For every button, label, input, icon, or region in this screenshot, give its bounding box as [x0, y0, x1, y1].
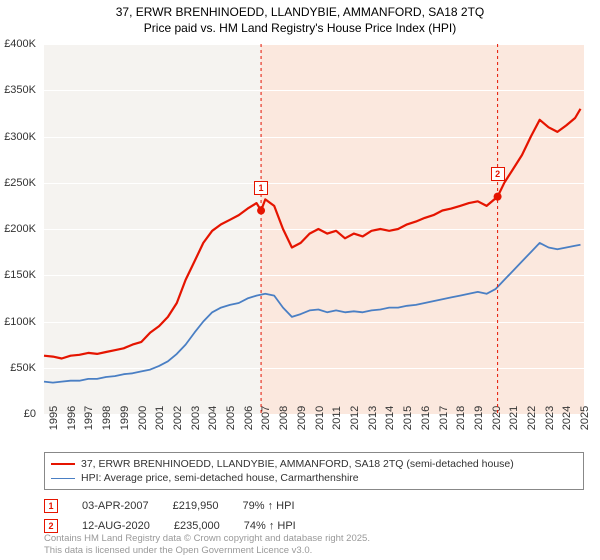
- sale-row-1: 1 03-APR-2007 £219,950 79% ↑ HPI: [44, 496, 584, 516]
- y-tick-label: £100K: [0, 316, 36, 328]
- y-tick-label: £200K: [0, 223, 36, 235]
- legend-label-2: HPI: Average price, semi-detached house,…: [81, 472, 359, 484]
- legend: 37, ERWR BRENHINOEDD, LLANDYBIE, AMMANFO…: [44, 452, 584, 536]
- title-line-1: 37, ERWR BRENHINOEDD, LLANDYBIE, AMMANFO…: [0, 4, 600, 20]
- legend-box: 37, ERWR BRENHINOEDD, LLANDYBIE, AMMANFO…: [44, 452, 584, 490]
- y-tick-label: £350K: [0, 84, 36, 96]
- title-line-2: Price paid vs. HM Land Registry's House …: [0, 20, 600, 36]
- copyright-line-2: This data is licensed under the Open Gov…: [44, 545, 370, 556]
- marker-label-1: 1: [254, 181, 268, 195]
- legend-row-1: 37, ERWR BRENHINOEDD, LLANDYBIE, AMMANFO…: [51, 457, 577, 471]
- sale-date-1: 03-APR-2007: [82, 500, 149, 512]
- legend-swatch-1: [51, 463, 75, 465]
- sale-pct-1: 79% ↑ HPI: [243, 500, 295, 512]
- y-tick-label: £50K: [0, 362, 36, 374]
- copyright-line-1: Contains HM Land Registry data © Crown c…: [44, 533, 370, 544]
- legend-row-2: HPI: Average price, semi-detached house,…: [51, 471, 577, 485]
- chart-area: £0£50K£100K£150K£200K£250K£300K£350K£400…: [44, 44, 584, 414]
- marker-label-2: 2: [491, 167, 505, 181]
- sale-pct-2: 74% ↑ HPI: [244, 520, 296, 532]
- sales-rows: 1 03-APR-2007 £219,950 79% ↑ HPI 2 12-AU…: [44, 496, 584, 536]
- legend-label-1: 37, ERWR BRENHINOEDD, LLANDYBIE, AMMANFO…: [81, 458, 514, 470]
- title-block: 37, ERWR BRENHINOEDD, LLANDYBIE, AMMANFO…: [0, 0, 600, 36]
- y-tick-label: £150K: [0, 269, 36, 281]
- chart-container: 37, ERWR BRENHINOEDD, LLANDYBIE, AMMANFO…: [0, 0, 600, 560]
- y-tick-label: £250K: [0, 177, 36, 189]
- legend-swatch-2: [51, 478, 75, 479]
- y-tick-label: £400K: [0, 38, 36, 50]
- copyright: Contains HM Land Registry data © Crown c…: [44, 533, 370, 556]
- marker-icon-1: 1: [44, 499, 58, 513]
- sale-date-2: 12-AUG-2020: [82, 520, 150, 532]
- y-tick-label: £300K: [0, 131, 36, 143]
- marker-icon-2: 2: [44, 519, 58, 533]
- line-plot: [44, 44, 584, 414]
- y-tick-label: £0: [0, 408, 36, 420]
- sale-price-2: £235,000: [174, 520, 220, 532]
- sale-price-1: £219,950: [173, 500, 219, 512]
